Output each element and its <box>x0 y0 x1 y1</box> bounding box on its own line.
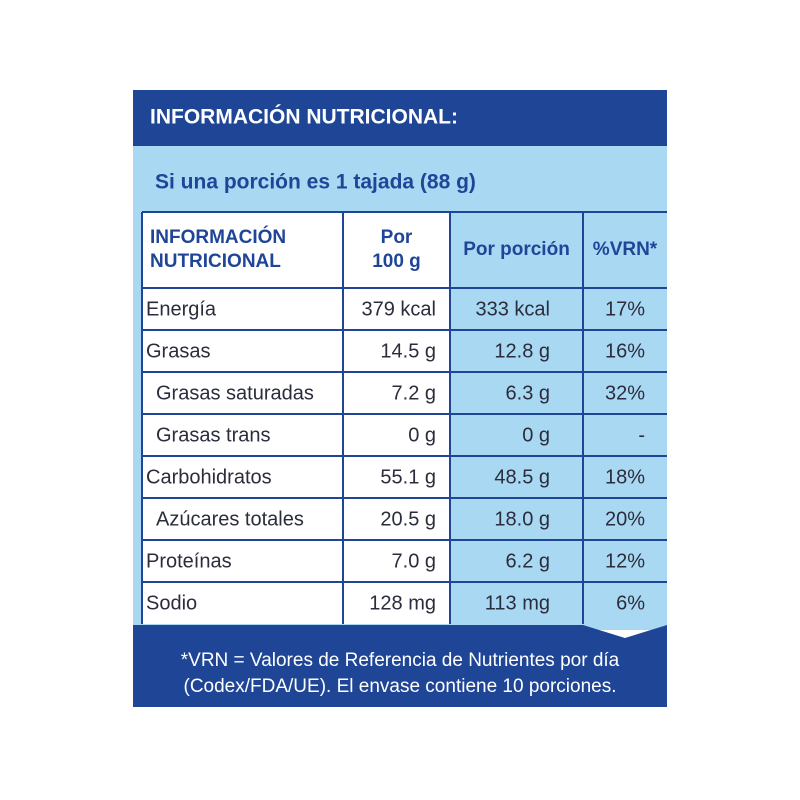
per-portion: 12.8 g <box>494 340 550 362</box>
title-bar <box>133 90 667 146</box>
nutrient-name: Proteínas <box>146 550 232 572</box>
per-100g: 0 g <box>408 424 436 446</box>
table: INFORMACIÓN NUTRICIONAL Por 100 g Por porció… <box>141 211 667 624</box>
nutrient-name: Grasas saturadas <box>156 382 314 404</box>
title: INFORMACIÓN NUTRICIONAL: <box>150 105 458 129</box>
vrn: 32% <box>605 382 645 404</box>
footer <box>133 625 667 707</box>
per-100g: 7.2 g <box>392 382 436 404</box>
nutrient-name: Azúcares totales <box>156 508 304 530</box>
vrn: 17% <box>605 298 645 320</box>
per-portion: 0 g <box>522 424 550 446</box>
subtitle: Si una porción es 1 tajada (88 g) <box>155 171 476 194</box>
per-portion: 18.0 g <box>494 508 550 530</box>
vrn: 16% <box>605 340 645 362</box>
column-header: Por porción <box>463 239 570 260</box>
per-100g: 20.5 g <box>380 508 436 530</box>
nutrient-name: Carbohidratos <box>146 466 272 488</box>
vrn: - <box>638 424 645 446</box>
column-header: %VRN* <box>593 239 658 260</box>
per-portion: 6.2 g <box>506 550 550 572</box>
white-columns <box>142 212 450 624</box>
vrn: 18% <box>605 466 645 488</box>
nutrient-name: Sodio <box>146 592 197 614</box>
per-100g: 379 kcal <box>362 298 437 320</box>
nutrient-name: Grasas trans <box>156 424 270 446</box>
per-100g: 14.5 g <box>380 340 436 362</box>
column-header: 100 g <box>372 251 421 272</box>
vrn: 20% <box>605 508 645 530</box>
footnote-line: *VRN = Valores de Referencia de Nutrient… <box>181 650 620 671</box>
footnote-line: (Codex/FDA/UE). El envase contiene 10 po… <box>184 676 617 697</box>
per-100g: 55.1 g <box>380 466 436 488</box>
per-100g: 128 mg <box>369 592 436 614</box>
vrn: 6% <box>616 592 645 614</box>
per-100g: 7.0 g <box>392 550 436 572</box>
nutrient-name: Energía <box>146 298 217 320</box>
column-header: NUTRICIONAL <box>150 251 281 272</box>
column-header: INFORMACIÓN <box>150 226 286 248</box>
column-header: Por <box>381 227 413 248</box>
per-portion: 333 kcal <box>476 298 551 320</box>
per-portion: 48.5 g <box>494 466 550 488</box>
per-portion: 113 mg <box>485 592 550 614</box>
nutrient-name: Grasas <box>146 340 210 362</box>
per-portion: 6.3 g <box>506 382 550 404</box>
vrn: 12% <box>605 550 645 572</box>
